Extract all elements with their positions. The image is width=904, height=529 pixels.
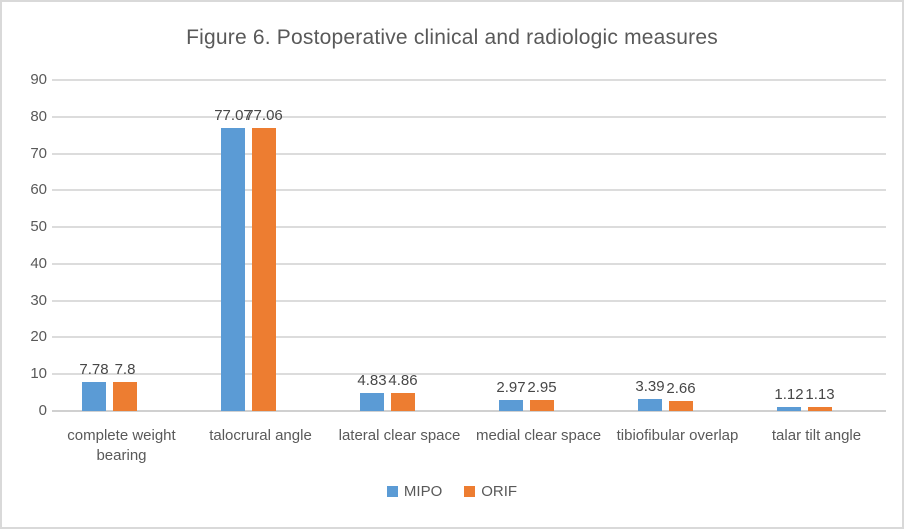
y-axis-tick-label: 80 <box>30 107 47 125</box>
data-label-mipo-3: 4.83 <box>357 372 387 390</box>
bar-orif-2[interactable] <box>252 127 276 411</box>
x-axis-line <box>52 410 886 412</box>
legend: MIPO ORIF <box>2 483 902 500</box>
legend-item-mipo[interactable]: MIPO <box>386 483 443 500</box>
y-axis-tick-label: 30 <box>30 291 47 309</box>
y-axis-tick-label: 0 <box>38 402 47 419</box>
data-label-mipo-1: 7.78 <box>79 361 109 379</box>
bar-mipo-3[interactable] <box>360 393 384 411</box>
legend-label-mipo: MIPO <box>403 483 443 500</box>
bar-mipo-2[interactable] <box>221 127 245 411</box>
legend-item-orif[interactable]: ORIF <box>464 483 517 500</box>
data-label-mipo-2: 77.07 <box>214 106 252 124</box>
gridline <box>52 189 886 192</box>
data-label-mipo-5: 3.39 <box>635 377 665 395</box>
gridline <box>52 152 886 155</box>
gridline <box>52 373 886 376</box>
bar-orif-4[interactable] <box>530 400 554 411</box>
bar-orif-5[interactable] <box>669 401 693 411</box>
x-axis-category-label: medial clear space <box>475 427 602 444</box>
x-axis-category-label: lateral clear space <box>338 427 461 444</box>
x-axis-category-label: talar tilt angle <box>771 427 862 444</box>
gridline <box>52 299 886 302</box>
bar-mipo-1[interactable] <box>82 382 106 411</box>
bar-mipo-4[interactable] <box>499 400 523 411</box>
x-axis-category-label: complete weight bearing <box>67 427 176 464</box>
data-label-orif-2: 77.06 <box>245 106 283 124</box>
legend-swatch-orif <box>464 486 476 497</box>
gridline <box>52 262 886 265</box>
y-axis-tick-label: 90 <box>30 71 47 88</box>
gridline <box>52 79 886 81</box>
y-axis-tick-label: 50 <box>30 218 47 236</box>
data-label-orif-1: 7.8 <box>114 361 136 379</box>
legend-swatch-mipo <box>386 486 398 497</box>
data-label-orif-5: 2.66 <box>666 380 696 398</box>
data-label-orif-6: 1.13 <box>805 385 835 403</box>
bar-orif-1[interactable] <box>113 382 137 411</box>
bar-orif-3[interactable] <box>391 393 415 411</box>
data-label-mipo-4: 2.97 <box>496 379 526 397</box>
y-axis-tick-label: 40 <box>30 254 47 272</box>
bar-orif-6[interactable] <box>808 406 832 411</box>
x-axis-category-label: tibiofibular overlap <box>616 427 739 444</box>
data-label-orif-4: 2.95 <box>527 379 557 397</box>
bar-mipo-5[interactable] <box>638 398 662 411</box>
gridline <box>52 115 886 118</box>
y-axis-tick-label: 60 <box>30 181 47 199</box>
legend-label-orif: ORIF <box>481 483 518 500</box>
x-axis-category-label: talocrural angle <box>209 427 312 444</box>
bar-mipo-6[interactable] <box>777 406 801 411</box>
gridline <box>52 336 886 339</box>
y-axis-tick-label: 10 <box>30 365 47 383</box>
y-axis-tick-label: 20 <box>30 328 47 346</box>
chart-title: Figure 6. Postoperative clinical and rad… <box>186 26 718 49</box>
y-axis-tick-label: 70 <box>30 144 47 162</box>
data-label-mipo-6: 1.12 <box>774 385 804 403</box>
data-label-orif-3: 4.86 <box>388 372 418 390</box>
gridline <box>52 226 886 229</box>
